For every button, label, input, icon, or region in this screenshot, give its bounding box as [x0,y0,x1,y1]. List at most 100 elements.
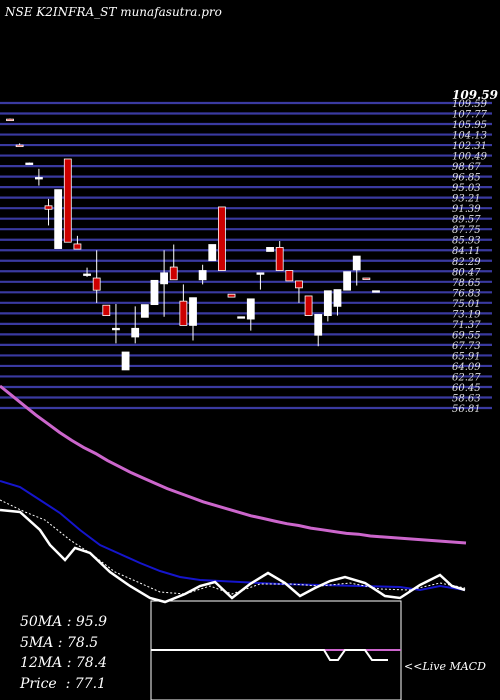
candle-body [169,266,178,281]
price-tick-label: 85.93 [452,236,481,247]
ma50-label: 50MA [20,614,63,630]
moving-average [0,384,467,545]
candle [160,250,169,317]
candle-body [54,189,63,249]
candle-body [275,247,284,271]
price-tick-label: 82.29 [452,257,481,268]
ma12-value: 78.4 [75,655,108,671]
candles [6,118,380,371]
ma50-value: 95.9 [75,614,108,630]
ma12-label: 12MA [20,655,63,671]
ma5-stat: 5MA : 78.5 [20,634,99,651]
candle-body [15,144,24,148]
candle-body [343,271,352,291]
candle [343,271,352,291]
candle-body [112,327,120,331]
candle-body [227,293,236,298]
candle-body [25,162,34,165]
candle [102,304,111,316]
price-tick-label: 107.77 [452,110,488,121]
candle-body [189,297,197,326]
candle [34,168,43,186]
candle [362,277,371,280]
price-tick-label: 87.75 [452,225,481,236]
price-axis-labels: 109.59107.77105.95104.13102.31100.4998.6… [452,88,499,415]
candle [15,143,24,148]
price-tick-label: 60.45 [452,383,481,394]
price-tick-label: 73.19 [452,309,481,320]
candle-body [6,118,14,122]
candle [44,198,53,226]
candle-body [140,304,149,318]
candle [131,306,140,344]
price-tick-label: 105.95 [452,120,487,131]
candle [198,264,207,285]
price-tick-label: 89.57 [452,215,481,226]
price-tick-label: 109.59 [452,99,488,110]
candle [179,284,188,326]
indicator-stats: 50MA : 95.9 5MA : 78.5 12MA : 78.4 Price… [20,612,107,694]
price-tick-label: 75.01 [452,299,481,310]
candle [295,280,303,303]
candle [323,290,332,322]
candle-body [63,158,72,243]
price-tick-label: 102.31 [452,141,487,152]
price-tick-label: 91.39 [452,204,481,215]
candle-body [256,272,265,275]
candle-body [246,298,255,320]
price-tick-label: 58.63 [452,393,481,404]
price-value: 77.1 [74,675,106,692]
ma-line [0,384,467,545]
candle-body [198,270,207,281]
candle-body [285,270,294,282]
candle-body [266,247,274,252]
ma5-label: 5MA [20,634,54,651]
candle-body [150,279,159,306]
candle-body [131,327,140,338]
candle [227,293,236,298]
ma50-stat: 50MA : 95.9 [20,614,108,630]
top-price-label: 109.59 [452,88,499,102]
candle-body [333,289,342,307]
candle [169,244,178,281]
candle-body [160,272,169,285]
candle-body [362,277,371,280]
candle [150,279,159,306]
price-tick-label: 100.49 [452,152,488,163]
candle-body [352,255,361,271]
candle-body [217,206,226,271]
macd-histogram-line [151,649,388,661]
candle [314,314,323,347]
candle-body [237,316,246,319]
price-tick-label: 62.27 [452,372,481,383]
candle [189,297,197,341]
candle-body [295,280,303,289]
price-label: Price [20,675,57,692]
price-tick-label: 56.81 [452,404,481,415]
candle [285,270,294,282]
candle-body [208,244,217,262]
candle [256,272,265,290]
candle-body [92,277,101,291]
price-tick-label: 71.37 [452,320,481,331]
macd-white-line [0,508,466,604]
candle [112,304,120,344]
candle [352,255,361,286]
price-tick-label: 80.47 [452,267,481,278]
candle [92,250,101,303]
candle [246,298,255,331]
price-tick-label: 98.67 [452,162,481,173]
candle [266,247,274,252]
candle [83,267,91,277]
candle-body [179,300,188,326]
macd-blue-line [0,480,466,592]
lower-panel-lines [0,480,466,604]
candle [208,244,217,262]
candle [63,158,72,243]
candle-body [83,273,91,276]
candle-body [304,295,313,316]
price-tick-label: 69.55 [452,330,481,341]
candle [275,241,284,271]
candle-body [44,205,53,210]
